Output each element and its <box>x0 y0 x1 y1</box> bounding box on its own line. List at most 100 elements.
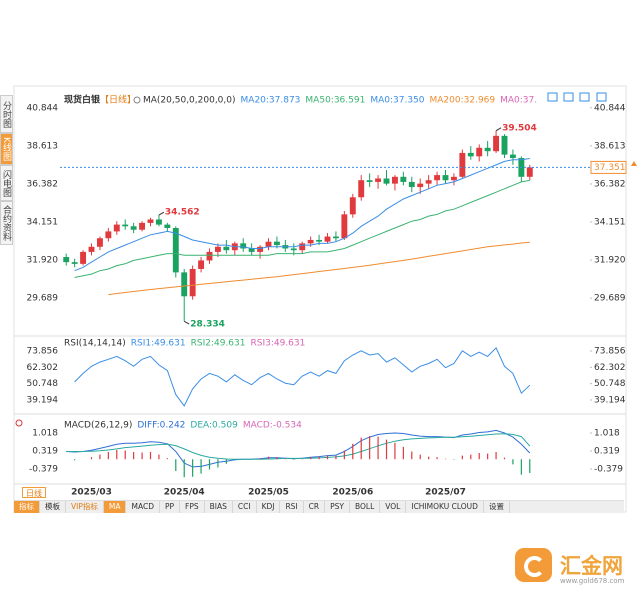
watermark-url: www.gold678.com <box>560 577 625 585</box>
candle-body <box>417 183 424 188</box>
y-tick-label-right: 62.302 <box>594 363 626 373</box>
y-tick-label: 29.689 <box>27 294 59 304</box>
y-tick-label-right: 34.151 <box>594 218 626 228</box>
toolbar-item[interactable]: VIP指标 <box>66 501 104 513</box>
toolbar-item[interactable]: PSY <box>325 501 350 513</box>
toolbar-item[interactable]: KDJ <box>257 501 281 513</box>
instrument-title: 现货白银 <box>64 94 101 106</box>
tool-icon[interactable] <box>563 92 574 102</box>
watermark-name: 汇金网 <box>560 554 623 578</box>
candle-body <box>467 152 474 157</box>
candle-body <box>316 239 323 242</box>
legend-item: RSI3:49.631 <box>250 339 305 349</box>
toolbar-item[interactable]: CCI <box>233 501 257 513</box>
toolbar-item[interactable]: RSI <box>280 501 304 513</box>
y-tick-label-right: 50.748 <box>594 379 626 389</box>
period-tab[interactable]: 日线 <box>22 487 46 498</box>
extreme-label: 34.562 <box>165 208 200 218</box>
extreme-tick <box>183 320 190 325</box>
candle-body <box>80 251 87 264</box>
y-tick-label-right: 1.018 <box>594 429 620 439</box>
toolbar-item[interactable]: FPS <box>180 501 205 513</box>
extreme-label: 28.334 <box>190 320 225 330</box>
candle-body <box>324 236 331 242</box>
candle-body <box>147 219 154 223</box>
candle-body <box>206 251 213 261</box>
x-tick-label: 2025/07 <box>425 488 466 498</box>
y-tick-label-right: 40.844 <box>594 103 626 113</box>
candle-body <box>248 248 255 252</box>
candle-body <box>290 248 297 251</box>
legend-item: MA0:37. <box>500 96 537 106</box>
legend-item: RSI(14,14,14) <box>64 339 126 349</box>
y-tick-label: 0.319 <box>32 447 58 457</box>
x-tick-label: 2025/06 <box>332 488 373 498</box>
legend-item: MA50:36.591 <box>305 96 365 106</box>
candle-body <box>526 167 533 177</box>
x-tick-label: 2025/05 <box>248 488 289 498</box>
candle-body <box>240 243 247 249</box>
legend-item: MACD(26,12,9) <box>64 421 132 431</box>
y-tick-label-right: 73.856 <box>594 346 626 356</box>
legend-item: MACD:-0.534 <box>243 421 302 431</box>
y-tick-label: 62.302 <box>27 363 59 373</box>
extreme-tick <box>495 127 502 132</box>
toolbar-item[interactable]: BIAS <box>205 501 233 513</box>
candle-body <box>130 226 137 230</box>
toolbar-item[interactable]: MA <box>103 501 127 513</box>
y-tick-label: 36.382 <box>27 179 59 189</box>
sidebar-tab[interactable]: 闪电图 <box>0 165 13 201</box>
legend-item: MA(20,50,0,200,0,0) <box>143 96 236 106</box>
toolbar-item[interactable]: PP <box>160 501 181 513</box>
candle-body <box>459 152 466 177</box>
y-tick-label: -0.379 <box>29 464 58 474</box>
legend-item: RSI2:49.631 <box>191 339 246 349</box>
candle-body <box>358 180 365 198</box>
tool-icon[interactable] <box>596 92 607 102</box>
indicator-line <box>74 347 531 407</box>
y-tick-label-right: 39.194 <box>594 395 626 405</box>
candle-body <box>434 175 441 181</box>
toolbar-item[interactable]: VOL <box>380 501 407 513</box>
tool-icon[interactable] <box>547 92 558 102</box>
indicator-line <box>66 433 531 460</box>
toolbar-item[interactable]: 设置 <box>484 501 510 513</box>
candle-body <box>341 214 348 239</box>
candle-body <box>164 224 171 229</box>
toolbar-item[interactable]: MACD <box>126 501 160 513</box>
sidebar-tab[interactable]: 分时图 <box>0 95 13 133</box>
last-price-box <box>590 160 627 174</box>
legend-item: DIFF:0.242 <box>137 421 185 431</box>
toolbar-item[interactable]: 指标 <box>14 501 40 513</box>
indicator-line <box>74 158 530 272</box>
y-tick-label: 34.151 <box>27 218 59 228</box>
extreme-label: 39.504 <box>502 123 537 133</box>
legend-item: DEA:0.509 <box>190 421 238 431</box>
toolbar-item[interactable]: ICHIMOKU CLOUD <box>406 501 484 513</box>
candle-body <box>349 197 356 215</box>
candle-body <box>223 246 230 251</box>
price-arrow <box>631 161 637 166</box>
candle-body <box>501 135 508 155</box>
candle-body <box>425 180 432 184</box>
toolbar-item[interactable]: CR <box>304 501 326 513</box>
candle-body <box>383 178 390 184</box>
candle-body <box>450 176 457 181</box>
candle-body <box>198 260 205 269</box>
legend-item: RSI1:49.631 <box>131 339 186 349</box>
sidebar-tab[interactable]: K线图 <box>0 133 13 165</box>
y-tick-label-right: -0.379 <box>594 464 623 474</box>
toolbar-item[interactable]: BOLL <box>350 501 381 513</box>
candle-body <box>257 246 264 252</box>
sidebar-tab[interactable]: 合约资料 <box>0 201 13 245</box>
y-tick-label: 40.844 <box>27 103 59 113</box>
settings-icon[interactable] <box>133 96 141 104</box>
candle-body <box>71 262 78 264</box>
y-tick-label: 31.920 <box>27 256 59 266</box>
toolbar-item[interactable]: 模板 <box>40 501 66 513</box>
candle-body <box>63 257 70 263</box>
tool-icon[interactable] <box>579 92 590 102</box>
indicator-line <box>108 241 530 296</box>
candle-body <box>509 154 516 159</box>
indicator-icon[interactable] <box>15 419 23 427</box>
